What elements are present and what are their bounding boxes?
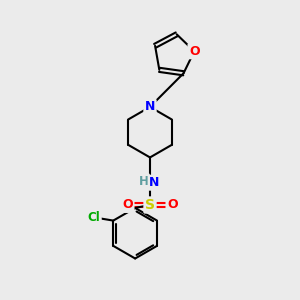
Text: N: N [149, 176, 160, 189]
Text: Cl: Cl [88, 211, 100, 224]
Text: S: S [145, 198, 155, 212]
Text: H: H [139, 175, 148, 188]
Text: O: O [189, 45, 200, 58]
Text: O: O [167, 199, 178, 212]
Text: N: N [145, 100, 155, 113]
Text: O: O [122, 199, 133, 212]
